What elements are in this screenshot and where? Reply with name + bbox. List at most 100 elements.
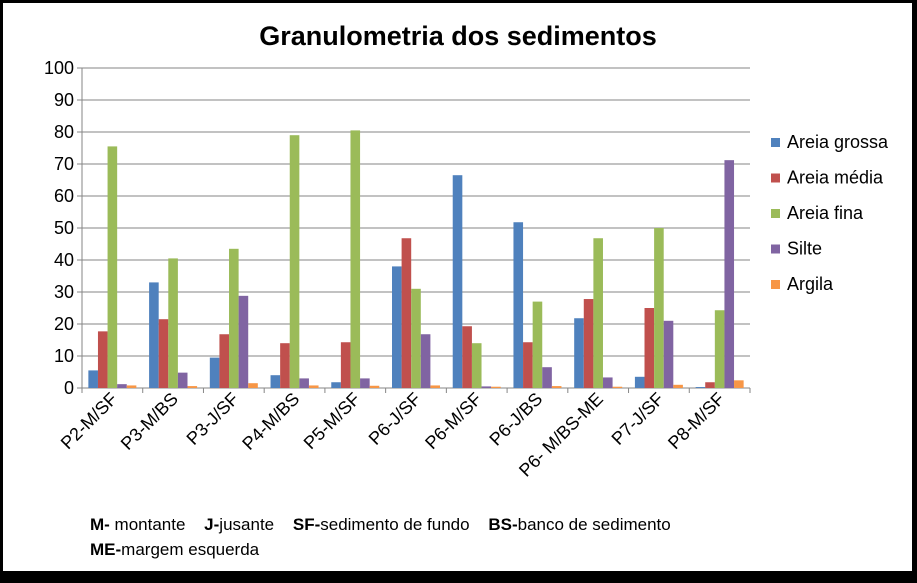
legend-swatch xyxy=(771,244,780,254)
legend-swatch xyxy=(771,209,780,218)
bar xyxy=(308,385,319,388)
bar xyxy=(229,248,239,388)
bar xyxy=(97,331,108,388)
bar xyxy=(149,282,159,388)
x-tick-label: P6-M/SF xyxy=(421,389,485,453)
y-tick-label: 80 xyxy=(54,122,74,142)
x-tick-label: P7-J/SF xyxy=(608,389,668,449)
bar xyxy=(734,380,744,388)
bar xyxy=(360,378,370,388)
bar xyxy=(673,384,683,388)
legend: Areia grossa Areia média Areia fina Silte Ar… xyxy=(771,132,889,294)
bar xyxy=(452,175,463,388)
y-tick-label: 100 xyxy=(44,58,74,78)
chart-title: Granulometria dos sedimentos xyxy=(259,21,657,51)
bar xyxy=(695,387,706,388)
abbreviation-notes: M- montante J-jusante SF-sedimento de fu… xyxy=(90,512,685,562)
bar xyxy=(299,378,309,388)
y-tick-label: 30 xyxy=(54,282,74,302)
note-key: ME- xyxy=(90,540,122,559)
bar xyxy=(644,308,655,388)
note-jusante: J-jusante xyxy=(204,515,274,534)
bar xyxy=(714,310,725,388)
x-tick-label: P3-M/BS xyxy=(117,389,182,454)
bar xyxy=(481,386,492,388)
legend-swatch xyxy=(771,280,780,289)
bar xyxy=(88,370,98,388)
bar xyxy=(574,318,584,388)
bar xyxy=(663,320,674,388)
bar xyxy=(654,228,664,388)
bar xyxy=(280,343,290,388)
bar xyxy=(513,222,524,388)
legend-swatch xyxy=(771,138,780,147)
bar xyxy=(420,334,431,388)
legend-label: Argila xyxy=(787,274,834,294)
bar xyxy=(634,376,645,388)
bar xyxy=(209,357,220,388)
bar xyxy=(583,299,594,388)
bar xyxy=(551,386,562,388)
bar xyxy=(219,334,230,388)
bar xyxy=(117,384,127,388)
bar xyxy=(126,385,137,388)
bar xyxy=(430,385,440,388)
bar xyxy=(289,135,300,388)
bars xyxy=(88,130,744,388)
bar xyxy=(168,258,178,388)
x-tick-label: P8-M/SF xyxy=(664,389,728,453)
bar xyxy=(158,319,169,388)
bar xyxy=(340,342,351,388)
bar xyxy=(532,301,543,388)
x-tick-label: P2-M/SF xyxy=(57,389,121,453)
bar xyxy=(248,383,258,388)
bar xyxy=(392,266,402,388)
bar xyxy=(593,238,603,388)
bar xyxy=(331,382,341,388)
y-tick-label: 90 xyxy=(54,90,74,110)
y-tick-label: 50 xyxy=(54,218,74,238)
y-tick-label: 60 xyxy=(54,186,74,206)
legend-swatch xyxy=(771,173,780,183)
y-tick-label: 10 xyxy=(54,346,74,366)
bar xyxy=(705,382,715,388)
note-margem-esquerda: ME-margem esquerda xyxy=(90,540,259,559)
bar xyxy=(462,326,472,388)
bar xyxy=(238,295,249,388)
y-tick-label: 40 xyxy=(54,250,74,270)
bar xyxy=(724,160,735,388)
bar xyxy=(411,288,421,388)
notes-line-1: M- montante J-jusante SF-sedimento de fu… xyxy=(90,512,685,537)
y-tick-label: 20 xyxy=(54,314,74,334)
note-key: SF- xyxy=(292,515,321,534)
note-text: montante xyxy=(109,515,186,534)
legend-label: Areia média xyxy=(787,168,884,188)
note-text: banco de sedimento xyxy=(517,515,671,534)
x-tick-label: P5-M/SF xyxy=(300,389,364,453)
y-tick-label: 70 xyxy=(54,154,74,174)
x-tick-label: P3-J/SF xyxy=(183,389,243,449)
bar xyxy=(471,343,482,388)
bar xyxy=(401,238,412,388)
legend-label: Areia grossa xyxy=(787,132,889,152)
note-text: sedimento de fundo xyxy=(320,515,470,534)
bar xyxy=(491,386,501,388)
x-tick-label: P4-M/BS xyxy=(238,389,303,454)
grid-lines xyxy=(82,67,750,357)
bar xyxy=(523,342,533,388)
note-montante: M- montante xyxy=(90,515,185,534)
bar xyxy=(177,372,188,388)
note-banco-de-sedimento: BS-banco de sedimento xyxy=(488,515,670,534)
note-sedimento-de-fundo: SF-sedimento de fundo xyxy=(293,515,470,534)
bar xyxy=(270,375,281,388)
note-text: jusante xyxy=(219,515,275,534)
x-tick-label: P6-J/SF xyxy=(365,389,425,449)
legend-label: Areia fina xyxy=(787,203,864,223)
note-key: J- xyxy=(204,515,220,534)
note-key: BS- xyxy=(488,515,518,534)
note-key: M- xyxy=(90,515,110,534)
x-tick-label: P6-J/BS xyxy=(485,389,546,450)
bar xyxy=(187,386,198,388)
